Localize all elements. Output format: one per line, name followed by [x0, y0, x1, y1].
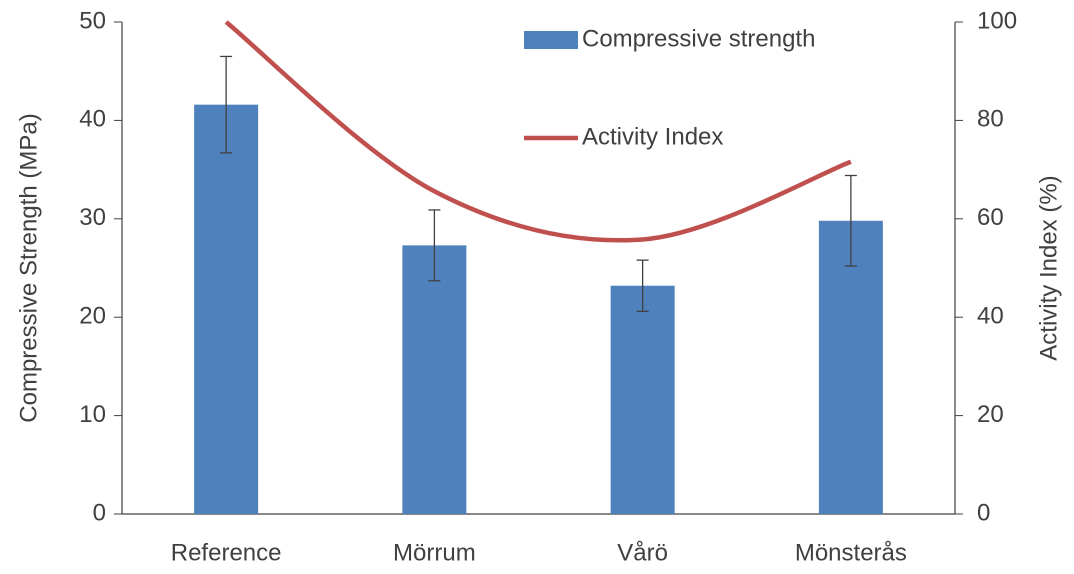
y-tick-label: 40: [79, 106, 106, 133]
y-tick-label: 50: [79, 7, 106, 34]
legend-label: Compressive strength: [582, 25, 815, 52]
x-tick-label: Reference: [171, 539, 282, 566]
bar: [402, 245, 467, 515]
x-tick-label: Mönsterås: [795, 539, 907, 566]
y-axis-title: Compressive Strength (MPa): [15, 113, 42, 422]
y-tick-label: 20: [79, 303, 106, 330]
y2-tick-label: 20: [977, 401, 1004, 428]
legend-label: Activity Index: [582, 123, 723, 150]
x-tick-label: Mörrum: [393, 539, 476, 566]
line: [224, 20, 852, 243]
y-tick-label: 10: [79, 401, 106, 428]
bar: [194, 104, 259, 514]
bar: [818, 220, 883, 514]
legend-swatch: [524, 31, 578, 49]
y2-tick-label: 80: [977, 106, 1004, 133]
y2-tick-label: 100: [977, 7, 1017, 34]
y-tick-label: 30: [79, 204, 106, 231]
y2-tick-label: 40: [977, 303, 1004, 330]
y2-tick-label: 60: [977, 204, 1004, 231]
x-tick-label: Vårö: [617, 539, 668, 566]
bar: [610, 285, 675, 514]
y-tick-label: 0: [93, 499, 106, 526]
y2-axis-title: Activity Index (%): [1035, 175, 1062, 360]
y2-tick-label: 0: [977, 499, 990, 526]
